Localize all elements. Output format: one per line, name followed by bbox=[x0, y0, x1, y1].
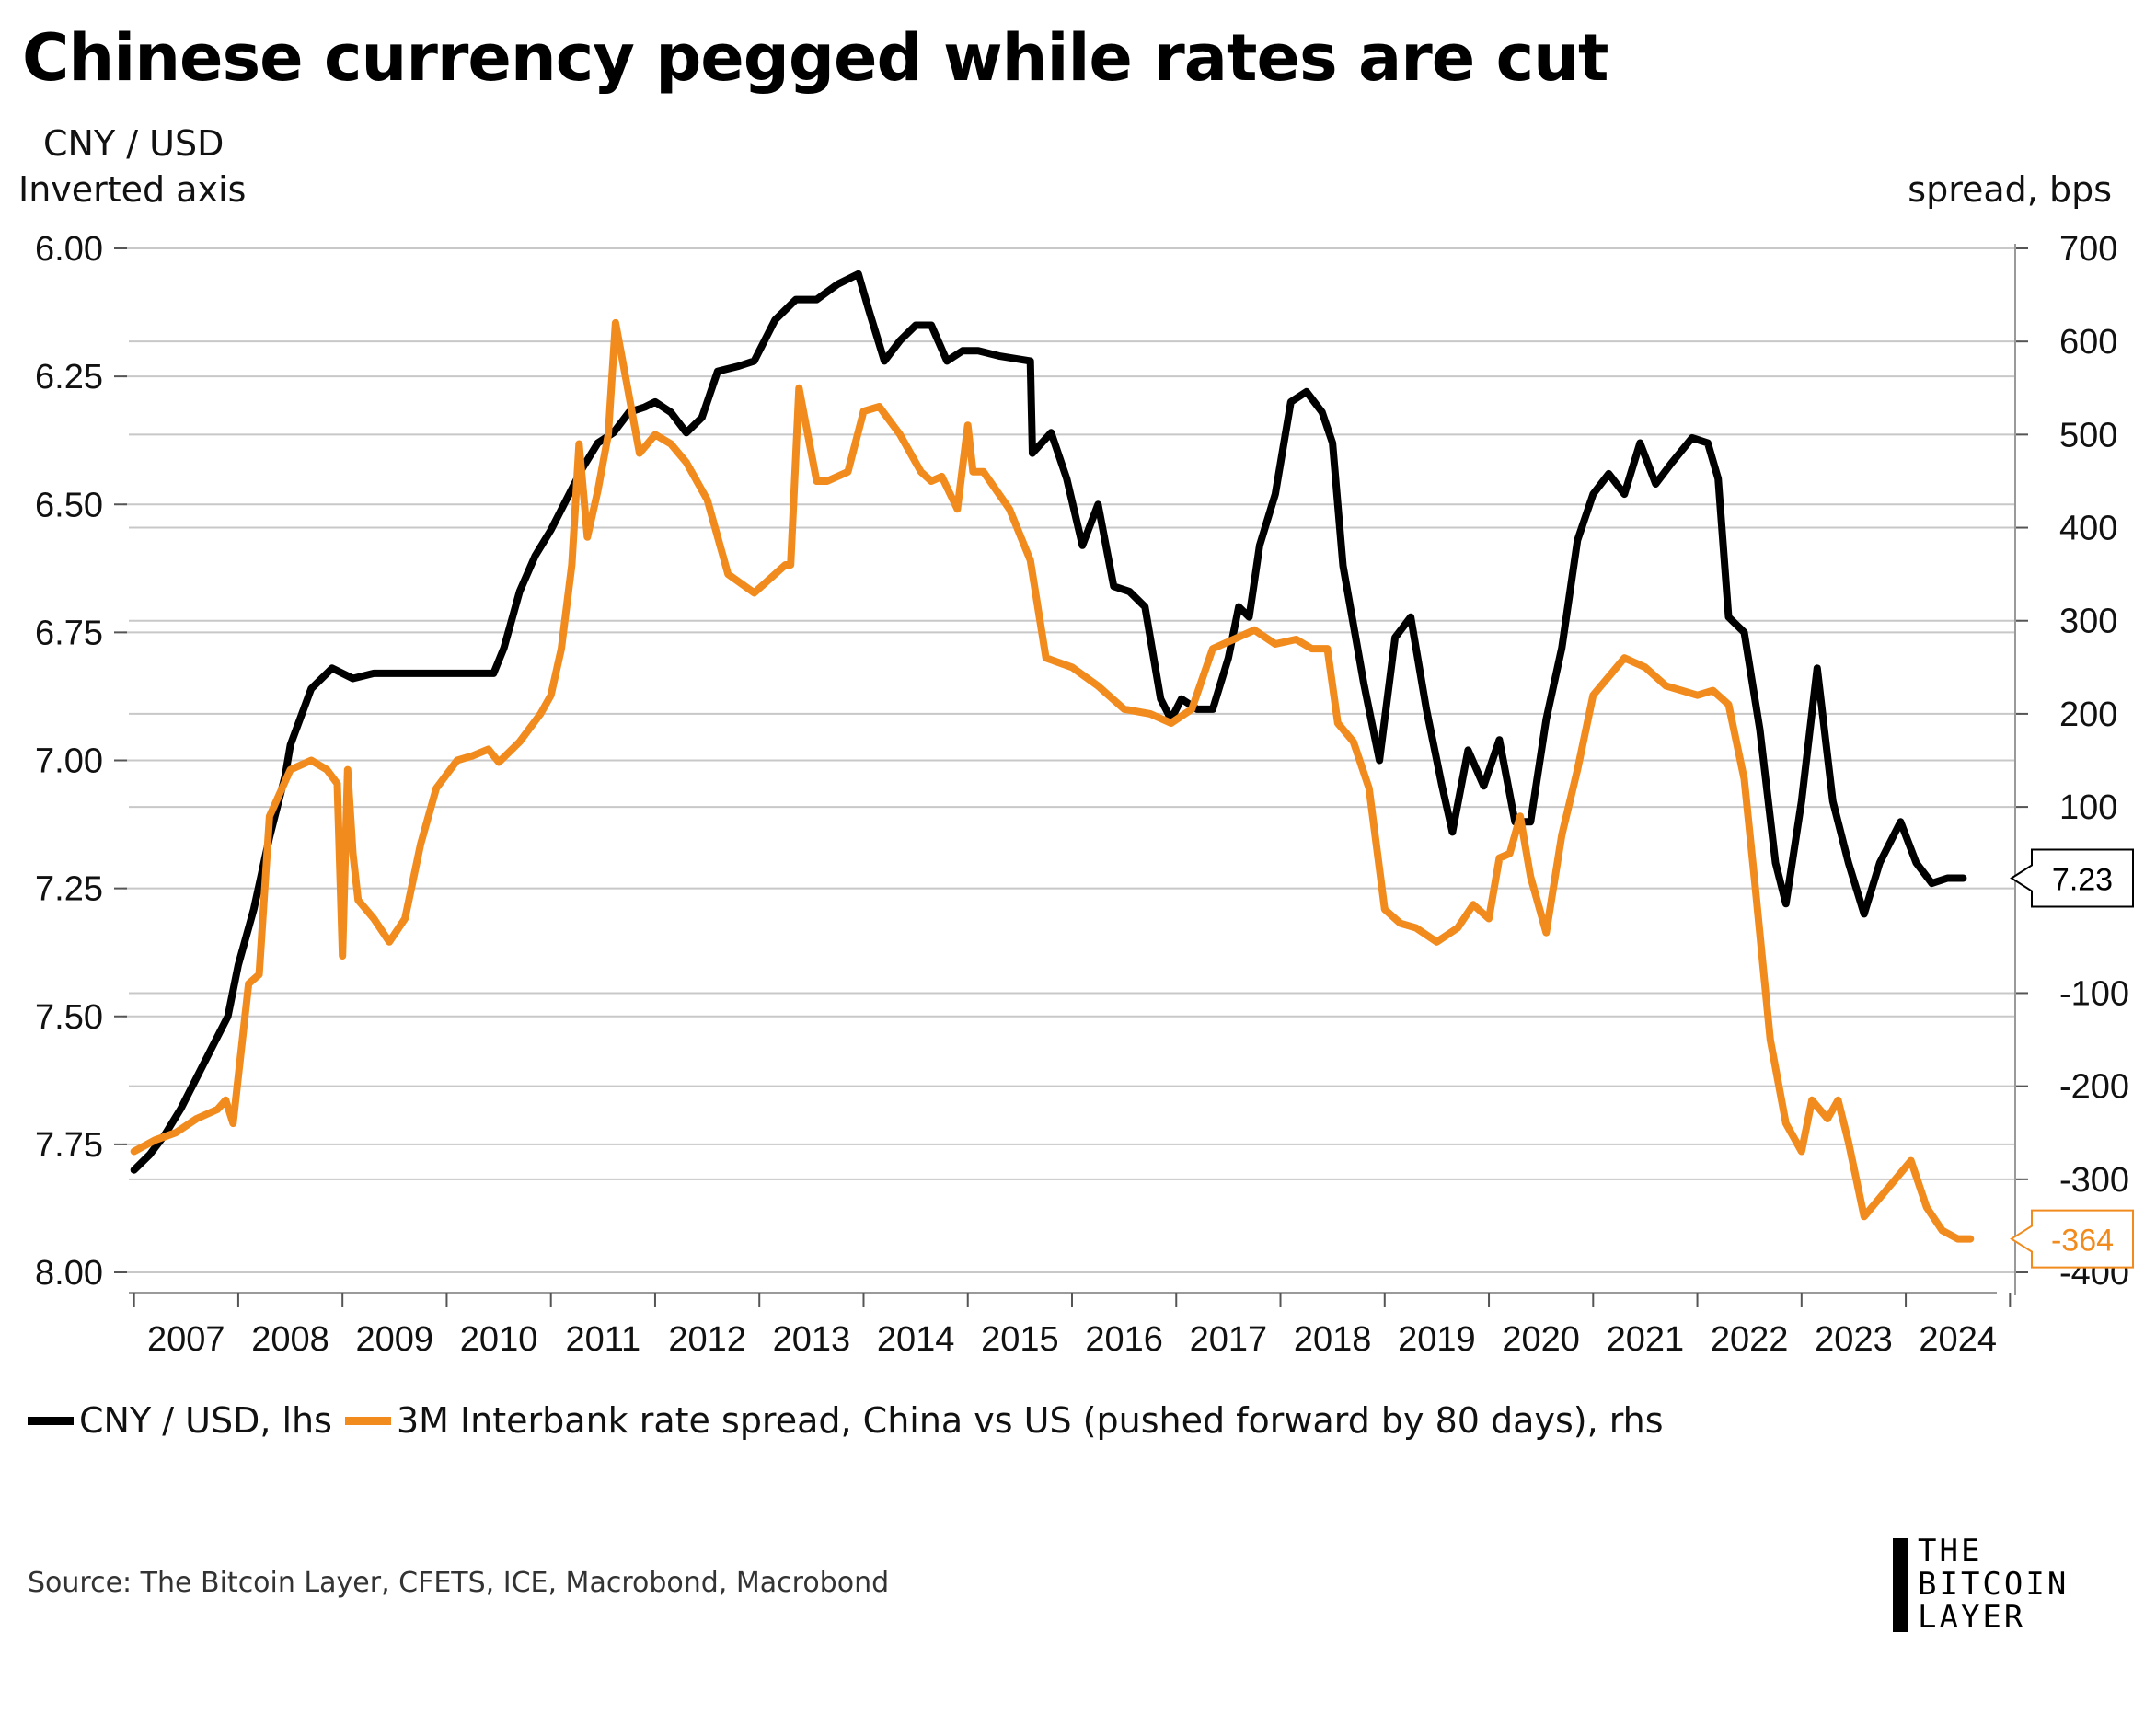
x-tick-label: 2019 bbox=[1398, 1320, 1476, 1359]
x-tick-label: 2010 bbox=[460, 1320, 538, 1359]
left-tick-label: 6.25 bbox=[35, 358, 103, 397]
x-tick-label: 2011 bbox=[565, 1320, 640, 1359]
right-tick-label: -300 bbox=[2059, 1161, 2129, 1200]
legend-swatch-spread bbox=[344, 1416, 391, 1425]
x-tick-label: 2022 bbox=[1711, 1320, 1789, 1359]
right-tick-label: 200 bbox=[2059, 696, 2117, 734]
x-tick-label: 2012 bbox=[668, 1320, 746, 1359]
right-tick-label: 400 bbox=[2059, 510, 2117, 548]
left-tick-label: 8.00 bbox=[35, 1254, 103, 1293]
x-tick-label: 2023 bbox=[1815, 1320, 1893, 1359]
legend-item-spread: 3M Interbank rate spread, China vs US (p… bbox=[344, 1400, 1664, 1441]
series-group bbox=[130, 270, 1975, 1243]
legend: CNY / USD, lhs 3M Interbank rate spread,… bbox=[28, 1400, 1677, 1441]
x-tick-label: 2015 bbox=[981, 1320, 1059, 1359]
right-tick-label: 100 bbox=[2059, 788, 2117, 827]
axes: 6.00 6.25 6.50 6.75 7.00 7.25 7.50 7.75 8.00 700 6… bbox=[35, 230, 2129, 1359]
source-note: Source: The Bitcoin Layer, CFETS, ICE, M… bbox=[28, 1567, 890, 1599]
logo-bar bbox=[1893, 1538, 1908, 1632]
legend-item-cny: CNY / USD, lhs bbox=[28, 1400, 332, 1441]
left-tick-label: 7.50 bbox=[35, 998, 103, 1037]
left-tick-label: 7.00 bbox=[35, 742, 103, 781]
end-label-box-spread bbox=[2010, 1209, 2134, 1269]
right-tick-label: 700 bbox=[2059, 230, 2117, 269]
series-line-rate-spread bbox=[130, 318, 1975, 1243]
bitcoin-layer-logo: THE BITCOIN LAYER bbox=[1893, 1533, 2141, 1636]
x-tick-label: 2007 bbox=[147, 1320, 225, 1359]
x-tick-label: 2014 bbox=[877, 1320, 955, 1359]
legend-label-cny: CNY / USD, lhs bbox=[79, 1400, 332, 1441]
end-label-cny: 7.23 bbox=[2052, 862, 2113, 897]
right-tick-label: 300 bbox=[2059, 603, 2117, 641]
left-tick-label: 6.50 bbox=[35, 486, 103, 524]
right-tick-label: 600 bbox=[2059, 323, 2117, 362]
end-label-box-cny bbox=[2010, 848, 2134, 908]
left-tick-label: 7.25 bbox=[35, 870, 103, 909]
x-tick-label: 2009 bbox=[356, 1320, 434, 1359]
x-tick-label: 2018 bbox=[1294, 1320, 1372, 1359]
chart-title: Chinese currency pegged while rates are … bbox=[22, 20, 1608, 96]
x-tick-label: 2021 bbox=[1607, 1320, 1685, 1359]
right-tick-label: -200 bbox=[2059, 1068, 2129, 1107]
left-axis-note: Inverted axis bbox=[18, 169, 247, 210]
left-tick-label: 6.00 bbox=[35, 230, 103, 269]
chart-canvas: 6.00 6.25 6.50 6.75 7.00 7.25 7.50 7.75 8.00 700 6… bbox=[35, 230, 2134, 1359]
series-line-cny-usd bbox=[130, 270, 1967, 1174]
x-tick-label: 2013 bbox=[773, 1320, 851, 1359]
x-tick-label: 2017 bbox=[1190, 1320, 1268, 1359]
end-label-spread: -364 bbox=[2051, 1224, 2114, 1259]
end-labels: 7.23 -364 bbox=[2010, 848, 2134, 1269]
right-tick-label: 500 bbox=[2059, 416, 2117, 454]
logo-text: THE BITCOIN LAYER bbox=[1918, 1533, 2070, 1636]
x-tick-label: 2024 bbox=[1919, 1320, 1997, 1359]
right-axis-title: spread, bps bbox=[1908, 169, 2112, 210]
x-tick-label: 2020 bbox=[1502, 1320, 1580, 1359]
left-axis-title: CNY / USD bbox=[43, 123, 225, 164]
right-tick-label: -100 bbox=[2059, 974, 2129, 1013]
left-tick-label: 6.75 bbox=[35, 614, 103, 652]
x-tick-label: 2008 bbox=[251, 1320, 329, 1359]
left-tick-label: 7.75 bbox=[35, 1126, 103, 1165]
gridlines bbox=[123, 247, 2021, 1273]
x-tick-label: 2016 bbox=[1085, 1320, 1163, 1359]
legend-label-spread: 3M Interbank rate spread, China vs US (p… bbox=[396, 1400, 1664, 1441]
legend-swatch-cny bbox=[28, 1416, 74, 1425]
